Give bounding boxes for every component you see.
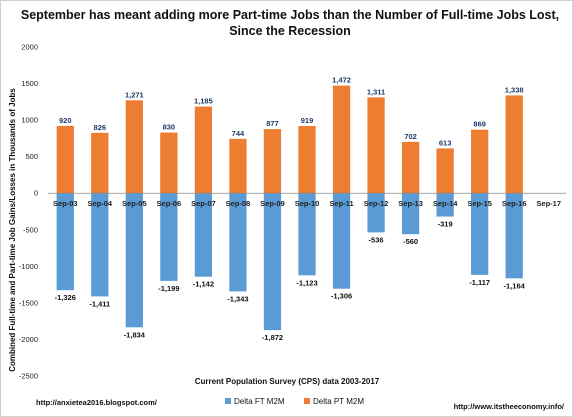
x-tick-label: Sep-04 bbox=[87, 199, 112, 208]
y-axis-ticks: -2500 -2000 -1500 -1000 -500 0 500 1000 1500 2000 bbox=[19, 43, 38, 381]
bar-part-time bbox=[332, 85, 351, 194]
bar-full-time bbox=[436, 193, 454, 217]
y-tick-label: -500 bbox=[23, 225, 38, 234]
data-label-full-time: -1,411 bbox=[89, 299, 110, 308]
value-labels: 920 -1,326 826 -1,411 1,271 -1,834 830 -1,199 1,… bbox=[55, 76, 526, 342]
bar-full-time bbox=[298, 193, 316, 276]
bar-full-time bbox=[471, 193, 489, 275]
bar-full-time bbox=[194, 193, 213, 277]
y-tick-label: 2000 bbox=[21, 43, 38, 52]
bar-full-time bbox=[56, 193, 74, 291]
x-tick-label: Sep-08 bbox=[226, 199, 251, 208]
x-tick-label: Sep-10 bbox=[295, 199, 320, 208]
category-labels: Sep-03 Sep-04 Sep-05 Sep-06 Sep-07 Sep-08 Sep-… bbox=[53, 199, 561, 208]
bar-part-time bbox=[263, 129, 282, 194]
x-tick-label: Sep-16 bbox=[502, 199, 527, 208]
bar-part-time bbox=[436, 148, 454, 194]
bar-part-time bbox=[367, 97, 385, 194]
bar-part-time bbox=[229, 138, 247, 194]
x-tick-label: Sep-12 bbox=[364, 199, 389, 208]
data-label-part-time: 1,311 bbox=[367, 87, 385, 96]
data-label-part-time: 744 bbox=[232, 129, 245, 138]
bar-full-time bbox=[229, 193, 247, 292]
bar-full-time bbox=[91, 193, 109, 297]
legend-swatch-ft bbox=[225, 398, 231, 404]
bar-part-time bbox=[160, 132, 178, 194]
footer-left-url: http://anxietea2016.blogspot.com/ bbox=[36, 398, 158, 407]
bar-full-time bbox=[505, 193, 523, 279]
bar-part-time bbox=[56, 125, 74, 194]
data-label-full-time: -1,142 bbox=[193, 280, 214, 289]
bar-full-time bbox=[160, 193, 178, 281]
legend-swatch-pt bbox=[304, 398, 310, 404]
bar-part-time bbox=[401, 141, 420, 194]
bar-part-time bbox=[125, 100, 143, 194]
x-tick-label: Sep-03 bbox=[53, 199, 78, 208]
footer-right-url: http://www.itstheeconomy.info/ bbox=[454, 402, 565, 411]
data-label-part-time: 830 bbox=[163, 123, 176, 132]
x-tick-label: Sep-15 bbox=[467, 199, 492, 208]
data-label-full-time: -1,123 bbox=[296, 278, 317, 287]
x-tick-label: Sep-17 bbox=[536, 199, 561, 208]
y-axis-title: Combined Full-time and Part-time Job Gai… bbox=[8, 88, 17, 372]
y-tick-label: 0 bbox=[34, 189, 38, 198]
data-label-part-time: 877 bbox=[266, 119, 279, 128]
bar-part-time bbox=[505, 95, 523, 194]
x-axis-title: Current Population Survey (CPS) data 200… bbox=[195, 377, 380, 386]
y-tick-label: -2500 bbox=[19, 372, 38, 381]
bars bbox=[56, 85, 523, 331]
data-label-part-time: 1,185 bbox=[194, 97, 213, 106]
legend-label-pt: Delta PT M2M bbox=[313, 397, 364, 406]
bar-part-time bbox=[471, 129, 489, 194]
bar-part-time bbox=[298, 126, 316, 194]
data-label-full-time: -1,343 bbox=[227, 294, 248, 303]
data-label-full-time: -560 bbox=[403, 237, 418, 246]
data-label-part-time: 920 bbox=[59, 116, 72, 125]
x-tick-label: Sep-07 bbox=[191, 199, 216, 208]
legend: Delta FT M2M Delta PT M2M bbox=[225, 397, 364, 406]
y-tick-label: -1000 bbox=[19, 262, 38, 271]
y-tick-label: -2000 bbox=[19, 335, 38, 344]
chart-title-line-2: Since the Recession bbox=[229, 24, 351, 38]
bar-part-time bbox=[194, 106, 213, 194]
data-label-part-time: 1,271 bbox=[125, 90, 144, 99]
bar-full-time bbox=[263, 193, 282, 331]
data-label-full-time: -1,117 bbox=[469, 278, 490, 287]
data-label-part-time: 1,338 bbox=[505, 85, 524, 94]
bar-part-time bbox=[91, 132, 109, 194]
data-label-full-time: -1,164 bbox=[504, 281, 526, 290]
x-tick-label: Sep-14 bbox=[433, 199, 458, 208]
data-label-full-time: -1,834 bbox=[124, 330, 146, 339]
bar-full-time bbox=[125, 193, 143, 328]
x-tick-label: Sep-13 bbox=[398, 199, 423, 208]
x-tick-label: Sep-11 bbox=[329, 199, 353, 208]
x-tick-label: Sep-05 bbox=[122, 199, 147, 208]
data-label-full-time: -1,872 bbox=[262, 333, 283, 342]
y-tick-label: 500 bbox=[25, 152, 38, 161]
legend-label-ft: Delta FT M2M bbox=[234, 397, 285, 406]
bar-full-time bbox=[401, 193, 420, 235]
data-label-full-time: -1,199 bbox=[158, 284, 179, 293]
y-tick-label: 1000 bbox=[21, 116, 38, 125]
data-label-part-time: 613 bbox=[439, 138, 452, 147]
data-label-full-time: -319 bbox=[438, 220, 453, 229]
bar-full-time bbox=[367, 193, 385, 233]
data-label-full-time: -536 bbox=[369, 235, 384, 244]
data-label-full-time: -1,306 bbox=[331, 292, 352, 301]
data-label-part-time: 1,472 bbox=[332, 76, 351, 85]
data-label-part-time: 919 bbox=[301, 116, 314, 125]
y-tick-label: -1500 bbox=[19, 298, 38, 307]
chart-title-line-1: September has meant adding more Part-tim… bbox=[21, 8, 559, 22]
x-tick-label: Sep-09 bbox=[260, 199, 285, 208]
data-label-part-time: 826 bbox=[94, 123, 107, 132]
y-tick-label: 1500 bbox=[21, 79, 38, 88]
data-label-full-time: -1,326 bbox=[55, 293, 76, 302]
data-label-part-time: 869 bbox=[473, 120, 486, 129]
data-label-part-time: 702 bbox=[404, 132, 417, 141]
bar-full-time bbox=[332, 193, 351, 289]
x-tick-label: Sep-06 bbox=[157, 199, 182, 208]
